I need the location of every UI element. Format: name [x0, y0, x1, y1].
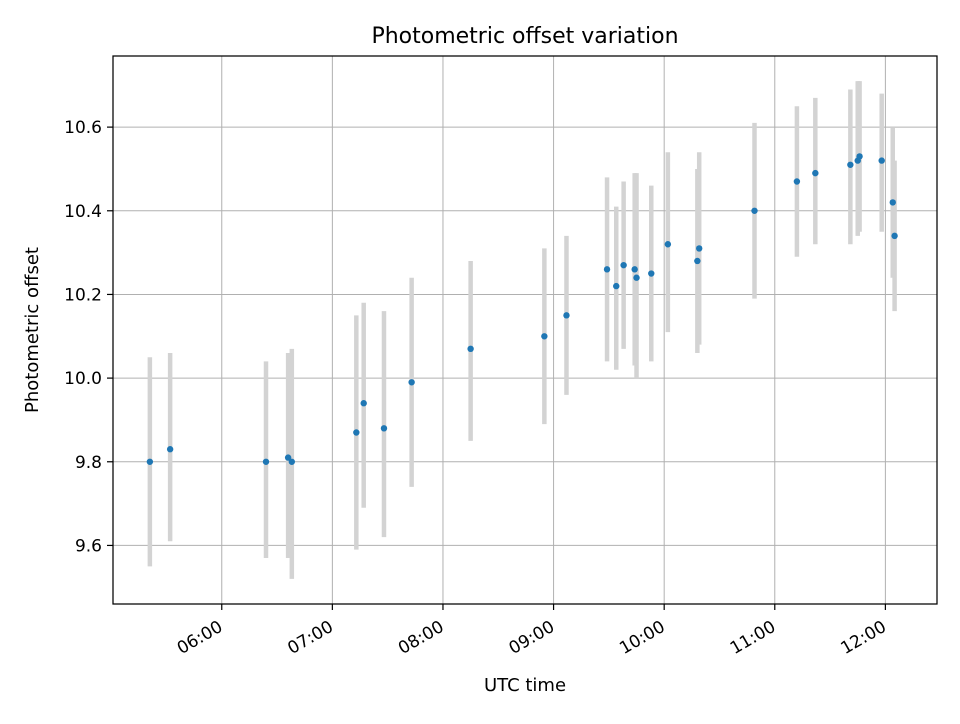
data-point	[353, 429, 360, 436]
data-point	[288, 458, 296, 465]
data-point	[603, 266, 611, 273]
data-point	[262, 458, 270, 465]
y-tick-label: 9.6	[75, 536, 102, 556]
data-point	[878, 157, 885, 164]
data-point	[541, 333, 548, 340]
y-tick-label: 10.0	[64, 369, 102, 389]
data-point	[793, 178, 801, 185]
data-point	[380, 425, 388, 432]
data-point	[633, 274, 640, 281]
data-point	[891, 232, 898, 240]
y-axis-label: Photometric offset	[22, 247, 43, 413]
data-point	[360, 400, 367, 407]
data-point	[751, 207, 758, 214]
plot-frame	[112, 55, 938, 605]
data-point	[631, 266, 638, 273]
plot-area-background	[113, 56, 937, 604]
data-point	[620, 261, 627, 269]
data-point	[408, 379, 415, 386]
data-point	[847, 161, 854, 168]
data-point	[563, 312, 570, 319]
y-tick-label: 10.4	[64, 202, 102, 222]
data-point	[284, 454, 292, 461]
data-point	[696, 245, 703, 252]
y-tick-label: 10.2	[64, 285, 102, 305]
chart-title: Photometric offset variation	[371, 24, 678, 49]
data-point	[856, 153, 863, 160]
data-point	[694, 257, 701, 265]
data-point	[166, 446, 174, 453]
data-point	[146, 458, 154, 465]
y-tick-label: 9.8	[75, 453, 102, 473]
data-point	[648, 270, 655, 277]
data-point	[812, 169, 819, 177]
data-point	[613, 282, 620, 290]
data-point	[467, 345, 474, 353]
data-point	[664, 241, 672, 248]
x-axis-label: UTC time	[484, 675, 566, 696]
data-markers	[146, 153, 898, 465]
grid-lines	[113, 56, 937, 604]
y-axis: 9.6 9.8 10.0 10.2 10.4 10.6	[64, 118, 113, 556]
y-tick-label: 10.6	[64, 118, 102, 138]
data-point	[889, 199, 896, 206]
